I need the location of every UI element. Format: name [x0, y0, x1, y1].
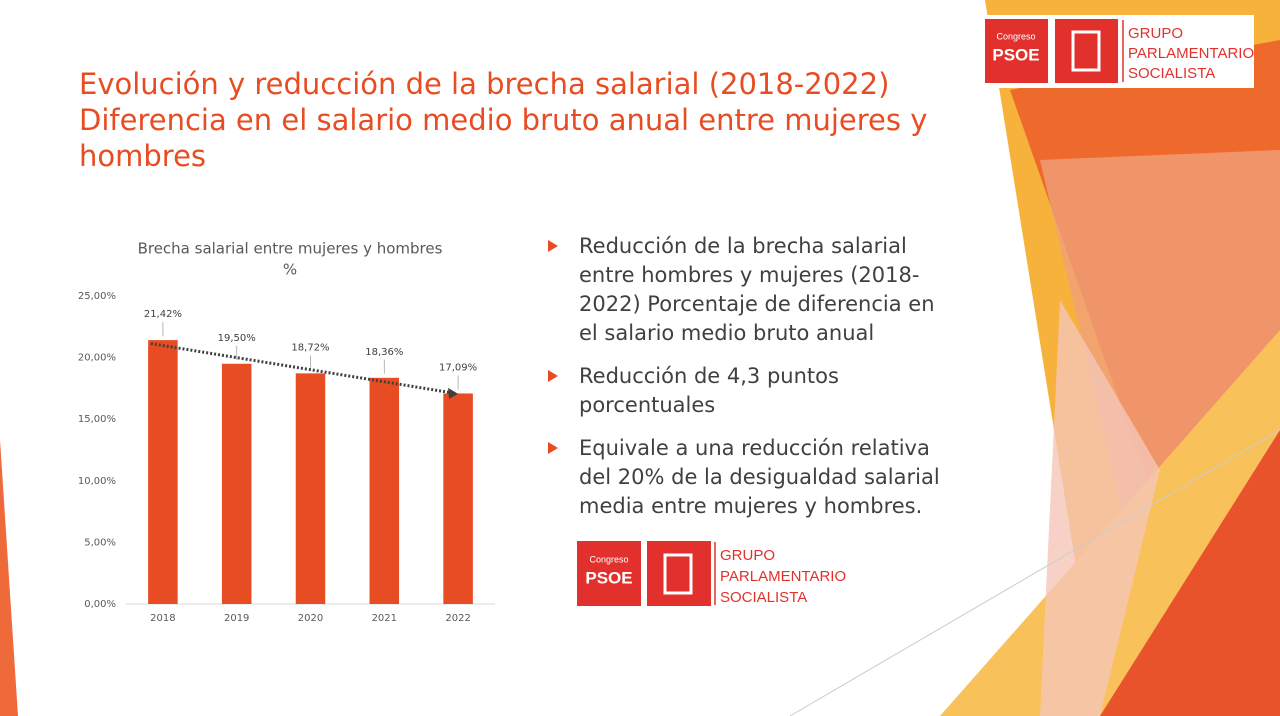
bar	[148, 340, 178, 604]
bullet-list: Reducción de la brecha salarial entre ho…	[548, 232, 948, 535]
logo-small: Congreso	[996, 31, 1035, 41]
y-tick-label: 5,00%	[84, 537, 116, 548]
bar	[443, 393, 473, 604]
logo-line: SOCIALISTA	[720, 589, 807, 606]
x-tick-label: 2018	[150, 613, 175, 624]
bar	[369, 377, 400, 604]
title-line: Evolución y reducción de la brecha salar…	[79, 67, 890, 101]
logo-line: PARLAMENTARIO	[720, 568, 846, 585]
y-tick-label: 0,00%	[84, 599, 116, 610]
x-tick-label: 2021	[372, 613, 397, 624]
logo-line: GRUPO	[720, 547, 775, 564]
bullet: Equivale a una reducción relativa del 20…	[548, 434, 948, 521]
y-tick-label: 15,00%	[78, 414, 116, 425]
trend-line	[150, 342, 453, 395]
y-tick-label: 25,00%	[78, 291, 116, 302]
logo-party: PSOE	[585, 568, 632, 587]
logo: Congreso PSOE GRUPO PARLAMENTARIO SOCIAL…	[577, 541, 846, 606]
y-tick-label: 10,00%	[78, 476, 116, 487]
x-tick-label: 2019	[224, 613, 249, 624]
bullet: Reducción de la brecha salarial entre ho…	[548, 232, 948, 348]
logo-line: PARLAMENTARIO	[1128, 45, 1254, 62]
title-line: Diferencia en el salario medio bruto anu…	[79, 103, 928, 173]
value-label: 21,42%	[144, 309, 182, 320]
logo-line: GRUPO	[1128, 25, 1183, 42]
value-label: 19,50%	[218, 333, 256, 344]
value-label: 18,36%	[365, 347, 403, 358]
trend-arrow	[448, 387, 459, 399]
x-tick-label: 2022	[445, 613, 470, 624]
value-label: 18,72%	[291, 342, 329, 353]
value-label: 17,09%	[439, 362, 477, 373]
bar	[295, 373, 326, 604]
bar	[221, 363, 252, 604]
logo-line: SOCIALISTA	[1128, 65, 1215, 82]
chart-subtitle: %	[283, 261, 297, 279]
logo-small: Congreso	[589, 554, 628, 564]
slide-title: Evolución y reducción de la brecha salar…	[79, 66, 979, 174]
y-tick-label: 20,00%	[78, 353, 116, 364]
x-tick-label: 2020	[298, 613, 323, 624]
bullet: Reducción de 4,3 puntos porcentuales	[548, 362, 948, 420]
logo: Congreso PSOE GRUPO PARLAMENTARIO SOCIAL…	[982, 15, 1254, 88]
logo-party: PSOE	[992, 45, 1039, 64]
chart: Brecha salarial entre mujeres y hombres …	[78, 240, 495, 624]
chart-title: Brecha salarial entre mujeres y hombres	[138, 240, 443, 258]
